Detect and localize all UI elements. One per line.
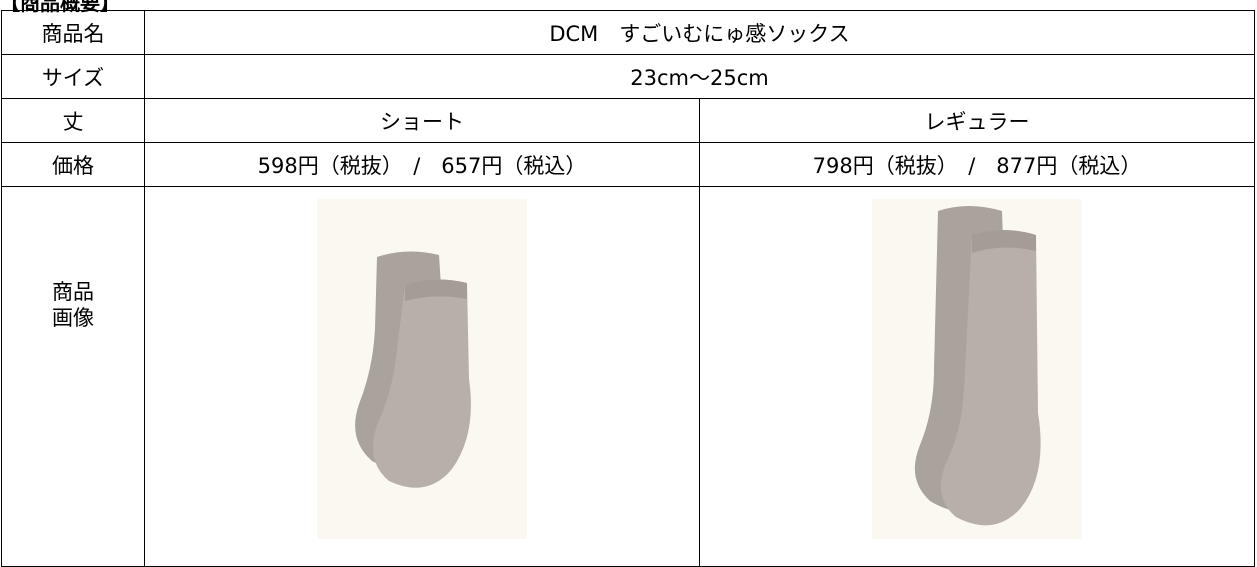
product-table: 商品名 DCM すごいむにゅ感ソックス サイズ 23cm〜25cm 丈 ショート… <box>1 10 1255 567</box>
cell: レギュラー <box>699 98 1255 143</box>
row: 丈 ショート レギュラー <box>1 98 1255 143</box>
row-label: 商品 画像 <box>1 186 145 567</box>
row: 商品 画像 <box>1 186 1255 567</box>
cell: 798円（税抜） / 877円（税込） <box>699 142 1255 187</box>
row: サイズ 23cm〜25cm <box>1 54 1255 99</box>
label-line: 商品 <box>52 280 94 304</box>
cell: DCM すごいむにゅ感ソックス <box>144 10 1255 55</box>
short-sock-image <box>317 199 527 539</box>
image-cell <box>699 186 1255 567</box>
regular-sock-image <box>872 199 1082 539</box>
cell: ショート <box>144 98 700 143</box>
cell: 598円（税抜） / 657円（税込） <box>144 142 700 187</box>
row: 価格 598円（税抜） / 657円（税込） 798円（税抜） / 877円（税… <box>1 142 1255 187</box>
row-label: 価格 <box>1 142 145 187</box>
row-label: サイズ <box>1 54 145 99</box>
row: 商品名 DCM すごいむにゅ感ソックス <box>1 10 1255 55</box>
image-cell <box>144 186 700 567</box>
row-label: 商品名 <box>1 10 145 55</box>
cell: 23cm〜25cm <box>144 54 1255 99</box>
row-label: 丈 <box>1 98 145 143</box>
label-line: 画像 <box>52 306 94 330</box>
